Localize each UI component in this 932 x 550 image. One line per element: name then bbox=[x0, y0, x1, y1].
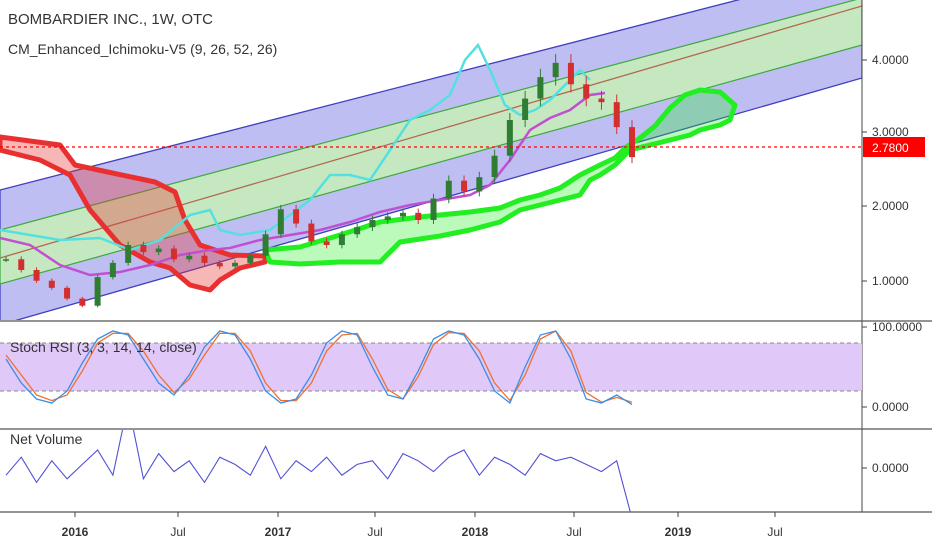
candle[interactable] bbox=[461, 180, 468, 192]
candle[interactable] bbox=[262, 234, 269, 256]
candle[interactable] bbox=[308, 223, 315, 242]
candle[interactable] bbox=[384, 216, 391, 220]
candle[interactable] bbox=[399, 212, 406, 217]
candle[interactable] bbox=[48, 280, 55, 288]
candle[interactable] bbox=[552, 62, 559, 78]
candle[interactable] bbox=[613, 102, 620, 128]
chart-title: BOMBARDIER INC., 1W, OTC bbox=[8, 11, 213, 28]
candle[interactable] bbox=[140, 245, 147, 253]
time-axis[interactable]: 2016 Jul 2017 Jul 2018 Jul 2019 Jul bbox=[62, 512, 783, 539]
price-tick: 1.0000 bbox=[872, 274, 909, 288]
net-volume-tick: 0.0000 bbox=[872, 461, 909, 475]
price-tick: 2.0000 bbox=[872, 199, 909, 213]
candle[interactable] bbox=[415, 212, 422, 220]
stoch-tick: 0.0000 bbox=[872, 400, 909, 414]
candle[interactable] bbox=[445, 180, 452, 199]
price-tick: 3.0000 bbox=[872, 125, 909, 139]
candle[interactable] bbox=[598, 98, 605, 103]
time-label: Jul bbox=[170, 525, 185, 539]
net-volume-pane bbox=[5, 430, 631, 512]
price-tick: 4.0000 bbox=[872, 53, 909, 67]
candle[interactable] bbox=[64, 287, 71, 299]
candle[interactable] bbox=[629, 127, 635, 158]
last-price-badge bbox=[863, 137, 925, 157]
time-label: 2016 bbox=[62, 525, 89, 539]
candle[interactable] bbox=[369, 220, 376, 228]
stoch-rsi-k-line bbox=[5, 330, 633, 406]
indicator-label: CM_Enhanced_Ichimoku-V5 (9, 26, 52, 26) bbox=[8, 41, 277, 57]
candle[interactable] bbox=[186, 255, 193, 260]
candle[interactable] bbox=[567, 62, 574, 85]
regression-midline bbox=[0, 5, 862, 259]
candle[interactable] bbox=[522, 98, 529, 120]
net-volume-axis[interactable]: 0.0000 bbox=[862, 461, 909, 475]
ichimoku-cloud-bullish bbox=[262, 87, 738, 267]
candle[interactable] bbox=[323, 241, 330, 245]
price-pane bbox=[0, 0, 862, 320]
candle[interactable] bbox=[537, 77, 544, 99]
candle[interactable] bbox=[491, 155, 498, 178]
candle[interactable] bbox=[94, 277, 101, 306]
candle[interactable] bbox=[125, 245, 132, 263]
stoch-tick: 100.0000 bbox=[872, 320, 922, 334]
candle[interactable] bbox=[201, 255, 208, 263]
candle[interactable] bbox=[216, 262, 223, 267]
time-label: Jul bbox=[566, 525, 581, 539]
stoch-rsi-label: Stoch RSI (3, 3, 14, 14, close) bbox=[10, 339, 197, 355]
candle[interactable] bbox=[293, 209, 300, 224]
candle[interactable] bbox=[33, 270, 40, 281]
candle[interactable] bbox=[247, 255, 254, 263]
candle[interactable] bbox=[3, 259, 9, 261]
candle[interactable] bbox=[506, 120, 513, 156]
net-volume-line bbox=[5, 430, 631, 512]
candle[interactable] bbox=[476, 177, 483, 192]
candle[interactable] bbox=[232, 262, 239, 267]
candle[interactable] bbox=[338, 234, 345, 245]
time-label: 2019 bbox=[665, 525, 692, 539]
candle[interactable] bbox=[430, 198, 437, 220]
candle[interactable] bbox=[354, 227, 361, 235]
time-label: Jul bbox=[367, 525, 382, 539]
candle[interactable] bbox=[170, 248, 177, 260]
time-label: 2017 bbox=[265, 525, 292, 539]
candle[interactable] bbox=[79, 298, 86, 306]
stoch-rsi-pane bbox=[0, 330, 862, 406]
last-price-label: 2.7800 bbox=[872, 141, 909, 155]
candle[interactable] bbox=[583, 84, 590, 99]
price-axis[interactable]: 4.0000 3.0000 2.0000 1.0000 2.7800 bbox=[862, 53, 925, 288]
candle[interactable] bbox=[18, 259, 25, 270]
candle[interactable] bbox=[109, 262, 116, 278]
time-label: 2018 bbox=[462, 525, 489, 539]
time-label: Jul bbox=[767, 525, 782, 539]
candle[interactable] bbox=[155, 248, 162, 253]
candlestick-series bbox=[3, 54, 635, 308]
stoch-rsi-axis[interactable]: 100.0000 0.0000 bbox=[862, 320, 922, 414]
stoch-rsi-d-line bbox=[5, 330, 633, 403]
candle[interactable] bbox=[277, 209, 284, 235]
net-volume-label: Net Volume bbox=[10, 431, 83, 447]
